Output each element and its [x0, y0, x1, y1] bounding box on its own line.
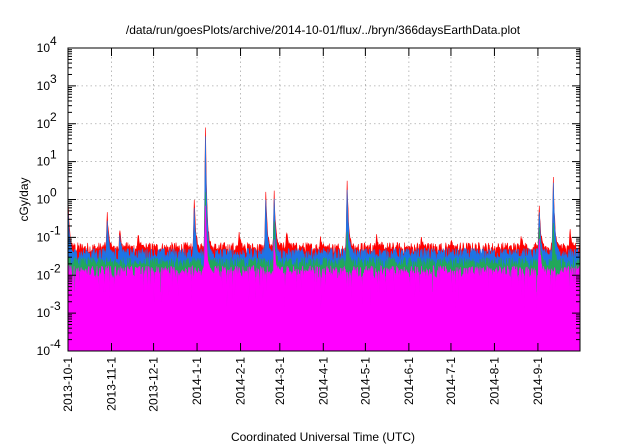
- chart-title: /data/run/goesPlots/archive/2014-10-01/f…: [126, 23, 521, 37]
- y-tick-label: 10: [37, 193, 51, 207]
- x-tick-label: 2014-6-1: [402, 357, 416, 405]
- y-tick-label: 10: [37, 344, 51, 358]
- y-tick-label: 10: [37, 155, 51, 169]
- y-tick-label-exponent: -4: [50, 337, 61, 351]
- x-tick-label: 2014-2-1: [234, 357, 248, 405]
- x-axis: 2013-10-1 2013-11-1 2013-12-1 2014-1-1 2014-…: [61, 48, 545, 412]
- y-tick-label: 10: [37, 230, 51, 244]
- y-tick-label-exponent: -2: [50, 261, 61, 275]
- x-tick-label: 2014-3-1: [273, 357, 287, 405]
- x-tick-label: 2014-5-1: [358, 357, 372, 405]
- x-tick-label: 2014-9-1: [531, 357, 545, 405]
- y-tick-label: 10: [37, 41, 51, 55]
- plot-series: [67, 127, 581, 352]
- y-tick-label-exponent: 3: [50, 72, 57, 86]
- y-tick-label: 10: [37, 306, 51, 320]
- x-tick-label: 2014-4-1: [316, 357, 330, 405]
- y-tick-label-exponent: 4: [50, 34, 57, 48]
- y-tick-label: 10: [37, 79, 51, 93]
- y-tick-label-exponent: -3: [50, 299, 61, 313]
- y-axis-title: cGy/day: [17, 177, 31, 221]
- x-tick-label: 2014-1-1: [190, 357, 204, 405]
- x-tick-label: 2014-8-1: [487, 357, 501, 405]
- y-tick-label-exponent: 0: [50, 186, 57, 200]
- x-tick-label: 2013-10-1: [61, 357, 75, 412]
- x-tick-label: 2014-7-1: [444, 357, 458, 405]
- x-axis-title: Coordinated Universal Time (UTC): [231, 430, 415, 444]
- y-tick-label-exponent: 1: [50, 148, 57, 162]
- x-tick-label: 2013-12-1: [147, 357, 161, 412]
- y-tick-label: 10: [37, 268, 51, 282]
- y-tick-label: 10: [37, 117, 51, 131]
- x-tick-label: 2013-11-1: [104, 357, 118, 411]
- y-tick-label-exponent: -1: [50, 223, 61, 237]
- y-tick-label-exponent: 2: [50, 110, 57, 124]
